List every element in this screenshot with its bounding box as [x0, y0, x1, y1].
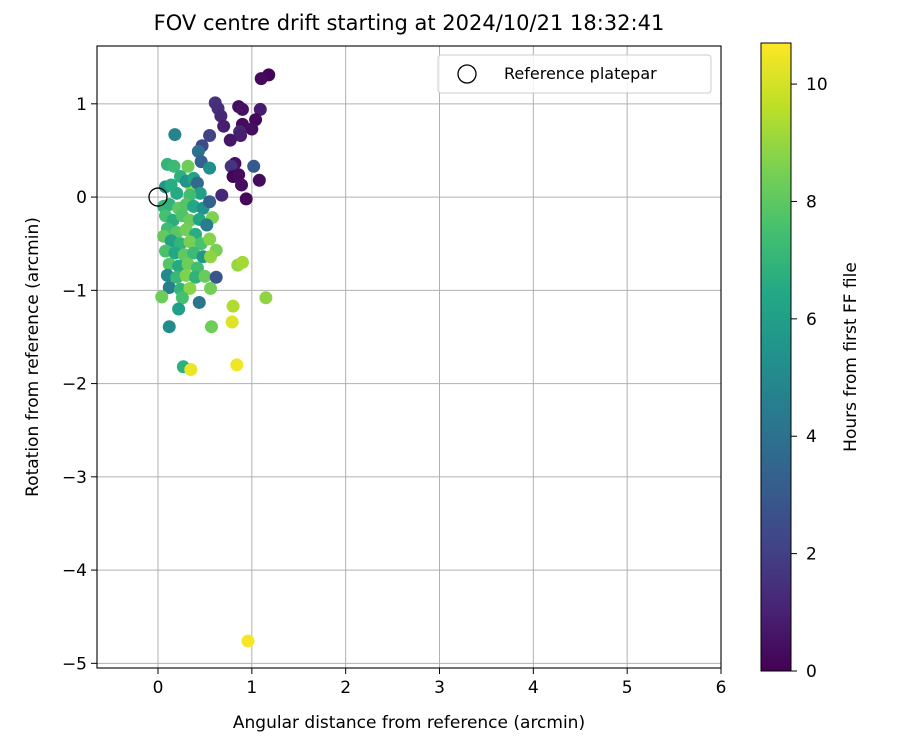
data-point — [239, 192, 253, 206]
data-point — [252, 173, 266, 187]
data-point — [209, 270, 223, 284]
data-point — [175, 291, 189, 305]
data-point — [235, 178, 249, 192]
data-point — [245, 122, 259, 136]
data-point — [155, 290, 169, 304]
data-point — [235, 255, 249, 269]
legend-box — [437, 54, 712, 94]
data-point — [184, 363, 198, 377]
y-tick-label: −1 — [62, 281, 87, 301]
data-point — [183, 281, 197, 295]
x-tick-label: 6 — [716, 678, 727, 698]
legend-entry-reference: Reference platepar — [504, 64, 657, 83]
data-point — [247, 159, 261, 173]
data-point — [203, 232, 217, 246]
data-point — [204, 250, 218, 264]
grid-lines — [97, 46, 722, 668]
data-point — [203, 129, 217, 143]
data-point — [224, 159, 238, 173]
data-point — [170, 186, 184, 200]
colorbar-tick-label: 0 — [806, 662, 817, 682]
x-tick-label: 2 — [340, 678, 351, 698]
y-tick-label: −5 — [62, 654, 87, 674]
data-point — [167, 159, 181, 173]
data-point — [253, 102, 267, 116]
data-point — [223, 133, 237, 147]
y-tick-label: −4 — [62, 561, 87, 581]
y-tick-label: 1 — [76, 95, 87, 115]
x-tick-label: 1 — [246, 678, 257, 698]
y-tick-label: 0 — [76, 188, 87, 208]
colorbar-tick-label: 4 — [806, 427, 817, 447]
y-axis-ticks: 1 0 −1 −2 −3 −4 −5 — [62, 95, 97, 674]
scatter-points — [155, 68, 276, 648]
data-point — [234, 129, 248, 143]
data-point — [198, 269, 212, 283]
x-tick-label: 0 — [153, 678, 164, 698]
data-point — [172, 302, 186, 316]
data-point — [193, 186, 207, 200]
colorbar-ticks: 0 2 4 6 8 10 — [791, 75, 828, 682]
data-point — [168, 128, 182, 142]
data-point — [241, 634, 255, 648]
data-point — [215, 188, 229, 202]
data-point — [204, 320, 218, 334]
y-axis-label: Rotation from reference (arcmin) — [23, 217, 43, 497]
colorbar-tick-label: 8 — [806, 192, 817, 212]
legend-marker — [457, 64, 477, 84]
data-point — [259, 291, 273, 305]
data-point — [226, 299, 240, 313]
x-tick-label: 4 — [528, 678, 539, 698]
data-point — [235, 102, 249, 116]
colorbar — [760, 42, 792, 672]
data-point — [204, 281, 218, 295]
x-axis-ticks: 0 1 2 3 4 5 6 — [153, 668, 727, 698]
data-point — [232, 168, 246, 182]
colorbar-tick-label: 2 — [806, 545, 817, 565]
x-tick-label: 5 — [622, 678, 633, 698]
reference-point — [148, 187, 168, 207]
colorbar-tick-label: 10 — [806, 75, 828, 95]
data-point — [190, 176, 204, 190]
data-point — [214, 109, 228, 123]
y-tick-label: −3 — [62, 468, 87, 488]
data-point — [189, 270, 203, 284]
data-point — [230, 358, 244, 372]
data-point — [203, 195, 217, 209]
legend: Reference platepar — [437, 54, 712, 94]
data-point — [217, 119, 231, 133]
data-point — [203, 161, 217, 175]
data-point — [191, 144, 205, 158]
plot-frame — [96, 45, 722, 669]
data-point — [200, 218, 214, 232]
reference-marker — [148, 187, 168, 207]
data-point — [181, 159, 195, 173]
colorbar-label: Hours from first FF file — [841, 262, 861, 452]
x-tick-label: 3 — [434, 678, 445, 698]
data-point — [162, 281, 176, 295]
x-axis-label: Angular distance from reference (arcmin) — [233, 713, 585, 733]
y-tick-label: −2 — [62, 375, 87, 395]
data-point — [162, 320, 176, 334]
data-point — [192, 295, 206, 309]
chart-title: FOV centre drift starting at 2024/10/21 … — [154, 11, 665, 35]
data-point — [183, 235, 197, 249]
colorbar-tick-label: 6 — [806, 310, 817, 330]
data-point — [225, 315, 239, 329]
data-point — [254, 72, 268, 86]
